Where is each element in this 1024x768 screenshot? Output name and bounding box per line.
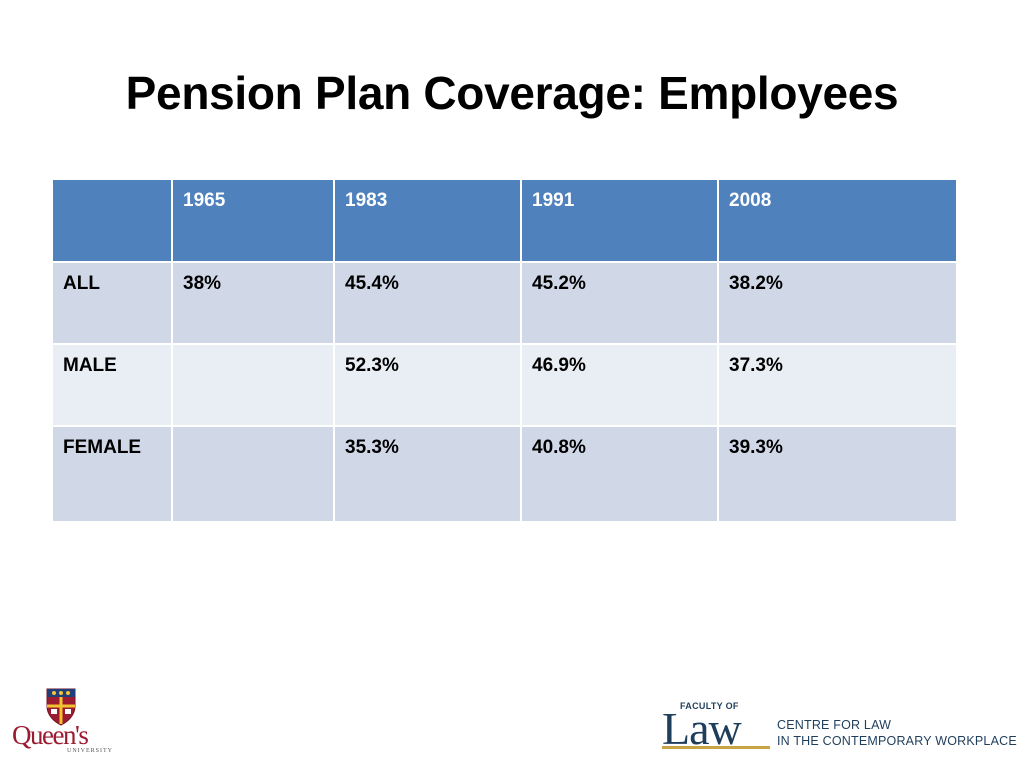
table-cell: 35.3% <box>333 425 522 523</box>
law-wordmark: Law <box>662 703 742 754</box>
coverage-table: 1965 1983 1991 2008 ALL 38% 45.4% 45.2% … <box>51 178 958 523</box>
table-cell: 52.3% <box>333 343 522 427</box>
header-cell-year: 1983 <box>333 178 522 263</box>
header-cell-corner <box>51 178 173 263</box>
law-underline-bar <box>662 746 770 749</box>
table-cell: 37.3% <box>717 343 958 427</box>
queens-crest-icon <box>46 688 76 726</box>
table-row-all: ALL 38% 45.4% 45.2% 38.2% <box>51 261 958 345</box>
table-cell: 38% <box>171 261 335 345</box>
law-centre-line-2: IN THE CONTEMPORARY WORKPLACE <box>777 734 1017 748</box>
row-label: ALL <box>51 261 173 345</box>
queens-wordmark: Queen's <box>12 720 89 750</box>
table-cell: 45.2% <box>520 261 719 345</box>
header-cell-year: 1991 <box>520 178 719 263</box>
table-cell <box>171 425 335 523</box>
queens-subtitle: UNIVERSITY <box>67 748 113 754</box>
row-label: MALE <box>51 343 173 427</box>
table-header-row: 1965 1983 1991 2008 <box>51 178 958 263</box>
slide-title: Pension Plan Coverage: Employees <box>125 67 899 119</box>
table-cell <box>171 343 335 427</box>
header-cell-year: 2008 <box>717 178 958 263</box>
queens-university-logo: Queen's UNIVERSITY <box>12 686 116 756</box>
faculty-of-law-logo: FACULTY OF Law CENTRE FOR LAW IN THE CON… <box>662 700 1017 754</box>
law-centre-line-1: CENTRE FOR LAW <box>777 718 892 732</box>
table-cell: 39.3% <box>717 425 958 523</box>
table-cell: 40.8% <box>520 425 719 523</box>
table-row-male: MALE 52.3% 46.9% 37.3% <box>51 343 958 427</box>
table-cell: 46.9% <box>520 343 719 427</box>
table-row-female: FEMALE 35.3% 40.8% 39.3% <box>51 425 958 523</box>
row-label: FEMALE <box>51 425 173 523</box>
header-cell-year: 1965 <box>171 178 335 263</box>
table-cell: 45.4% <box>333 261 522 345</box>
law-faculty-label: FACULTY OF <box>680 701 739 711</box>
table-cell: 38.2% <box>717 261 958 345</box>
